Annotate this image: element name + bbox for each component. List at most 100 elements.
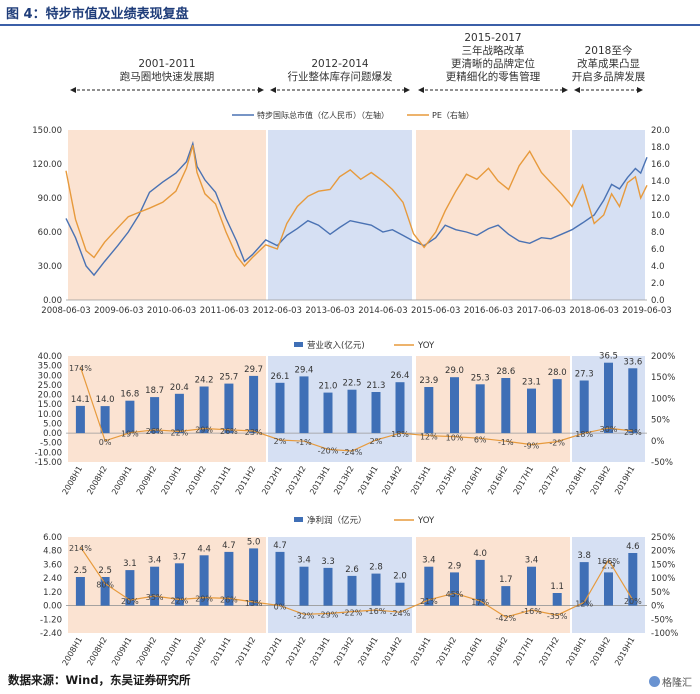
p3-yoy-label: 166% — [597, 557, 620, 566]
p1-right-tick: 12.0 — [651, 194, 670, 204]
p3-x-tick: 2018H1 — [564, 636, 588, 668]
p3-x-tick: 2008H1 — [61, 636, 85, 668]
p2-bar-label: 28.6 — [496, 367, 515, 377]
p2-x-tick: 2008H2 — [85, 465, 109, 497]
p1-x-tick: 2016-06-03 — [464, 306, 513, 316]
p2-left-tick: 5.00 — [43, 419, 62, 429]
p3-bar-label: 1.1 — [550, 582, 564, 592]
p1-left-tick: 120.00 — [32, 160, 62, 170]
p1-right-tick: 16.0 — [651, 160, 670, 170]
p3-right-tick: 200% — [651, 547, 675, 557]
p3-bar — [323, 567, 333, 606]
p2-bar-label: 29.0 — [445, 366, 464, 376]
p3-band-3 — [416, 537, 570, 633]
p3-yoy-label: 0% — [274, 603, 287, 612]
p3-legend-swatch-bar — [294, 517, 303, 522]
p2-x-tick: 2018H1 — [564, 465, 588, 497]
period-arrow-left-3 — [418, 87, 424, 93]
p1-x-tick: 2013-06-03 — [305, 306, 354, 316]
p1-left-tick: 150.00 — [32, 126, 62, 136]
period-desc-1-1: 跑马圈地快速发展期 — [120, 70, 215, 83]
p2-bar-label: 26.1 — [271, 372, 290, 382]
p2-yoy-label: 26% — [220, 427, 238, 436]
p3-band-2 — [268, 537, 412, 633]
p2-yoy-label: 26% — [146, 427, 164, 436]
p2-bar-label: 25.7 — [219, 373, 238, 383]
p2-yoy-label: 2% — [274, 437, 287, 446]
p3-yoy-label: 22% — [170, 597, 188, 606]
p1-legend-pe: PE（右轴） — [432, 110, 474, 120]
p2-bar-label: 29.7 — [244, 365, 263, 375]
p3-bar-label: 4.6 — [626, 542, 640, 552]
p3-left-tick: -1.20 — [40, 615, 62, 625]
p3-x-tick: 2015H1 — [409, 636, 433, 668]
p3-bar — [275, 551, 285, 606]
p2-yoy-label: 0% — [99, 438, 112, 447]
p2-left-tick: -5.00 — [40, 439, 62, 449]
period-desc-3-2: 更清晰的品牌定位 — [451, 57, 535, 70]
p2-left-tick: 25.00 — [38, 381, 62, 391]
p3-left-tick: 2.40 — [43, 574, 62, 584]
p2-bar — [275, 382, 285, 434]
p1-band-3 — [416, 130, 570, 300]
p3-yoy-label: 45% — [446, 590, 464, 599]
p2-bar-label: 14.0 — [96, 395, 115, 405]
p3-left-tick: 0.00 — [43, 602, 62, 612]
p3-bar — [224, 551, 234, 606]
p2-bar — [249, 375, 259, 434]
p1-band-1 — [68, 130, 266, 300]
p2-bar-label: 18.7 — [145, 386, 164, 396]
p2-bar-label: 14.1 — [71, 395, 90, 405]
p2-bar-label: 36.5 — [599, 352, 618, 362]
p2-yoy-label: -9% — [524, 442, 540, 451]
p3-x-tick: 2009H1 — [110, 636, 134, 668]
p2-x-tick: 2018H2 — [589, 465, 613, 497]
p3-bar — [475, 559, 485, 606]
p1-right-tick: 18.0 — [651, 143, 670, 153]
p2-x-tick: 2013H2 — [332, 465, 356, 497]
figure-title: 图 4：特步市值及业绩表现复盘 — [6, 7, 189, 22]
p3-yoy-label: -42% — [495, 614, 516, 623]
p3-x-tick: 2012H1 — [260, 636, 284, 668]
p3-bar — [199, 555, 209, 606]
p2-bar — [579, 380, 589, 434]
p1-right-tick: 10.0 — [651, 211, 670, 221]
p1-x-tick: 2014-06-03 — [358, 306, 407, 316]
p1-x-tick: 2009-06-03 — [94, 306, 143, 316]
p3-yoy-label: -16% — [521, 607, 542, 616]
p2-bar-label: 21.3 — [367, 381, 386, 391]
p1-left-tick: 90.00 — [38, 194, 62, 204]
p2-left-tick: 0.00 — [43, 429, 62, 439]
p2-bar — [501, 378, 511, 434]
p3-x-tick: 2010H2 — [184, 636, 208, 668]
p3-x-tick: 2011H1 — [209, 636, 233, 668]
p1-x-tick: 2019-06-03 — [622, 306, 671, 316]
p3-yoy-label: 80% — [96, 581, 114, 590]
p3-bar — [150, 566, 160, 606]
p2-bar — [125, 400, 135, 434]
p3-x-tick: 2017H1 — [512, 636, 536, 668]
p2-bar-label: 24.2 — [195, 375, 214, 385]
p2-left-tick: 15.00 — [38, 400, 62, 410]
p3-right-tick: -100% — [651, 629, 678, 639]
p3-yoy-label: 26% — [220, 595, 238, 604]
period-arrow-right-1 — [258, 87, 264, 93]
p3-x-tick: 2015H2 — [435, 636, 459, 668]
p2-bar-label: 23.1 — [522, 378, 541, 388]
p1-x-tick: 2017-06-03 — [517, 306, 566, 316]
p1-band-2 — [268, 130, 412, 300]
p2-bar-label: 33.6 — [623, 357, 642, 367]
p3-bar-label: 2.6 — [345, 565, 359, 575]
p3-yoy-label: -22% — [342, 609, 363, 618]
p3-yoy-label: -16% — [366, 607, 387, 616]
period-arrow-left-4 — [574, 87, 580, 93]
p2-bar — [174, 393, 184, 434]
p2-left-tick: 10.00 — [38, 410, 62, 420]
p2-yoy-label: 6% — [474, 435, 487, 444]
p3-left-tick: 1.20 — [43, 588, 62, 598]
p1-x-tick: 2015-06-03 — [411, 306, 460, 316]
p2-bar — [100, 406, 110, 434]
p2-bar-label: 29.4 — [295, 365, 314, 375]
p3-yoy-label: 17% — [471, 598, 489, 607]
p2-yoy-label: 30% — [600, 425, 618, 434]
